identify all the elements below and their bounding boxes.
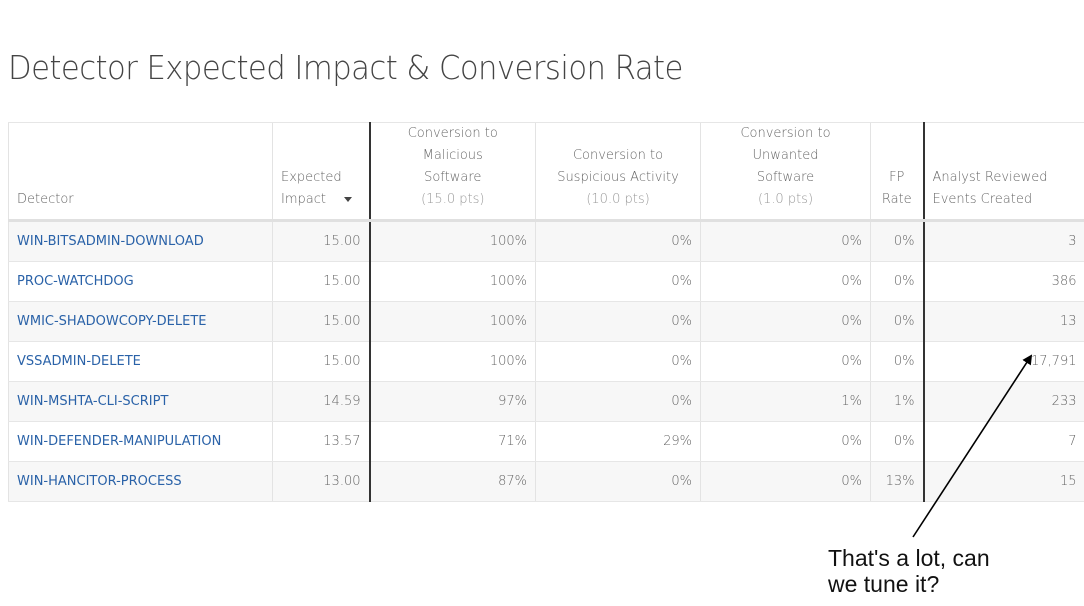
detector-link[interactable]: VSSADMIN-DELETE: [17, 354, 141, 369]
table-header-row: Detector Expected Impact Conversion to M…: [8, 122, 1084, 222]
cell-expected-impact: 13.00: [272, 461, 370, 502]
cell-conversion-unwanted: 1%: [700, 381, 871, 422]
cell-conversion-unwanted: 0%: [700, 261, 871, 302]
cell-detector-name[interactable]: WIN-BITSADMIN-DOWNLOAD: [8, 220, 273, 262]
cell-conversion-malicious: 97%: [368, 381, 536, 422]
column-header-conversion-suspicious[interactable]: Conversion to Suspicious Activity (10.0 …: [535, 122, 701, 222]
cell-conversion-suspicious: 0%: [535, 301, 701, 342]
cell-expected-impact: 15.00: [272, 220, 370, 262]
cell-detector-name[interactable]: WIN-MSHTA-CLI-SCRIPT: [8, 381, 273, 422]
cell-fp-rate: 1%: [870, 381, 924, 422]
detector-link[interactable]: WIN-MSHTA-CLI-SCRIPT: [17, 394, 169, 409]
column-header-expected-impact[interactable]: Expected Impact: [272, 122, 370, 222]
detector-link[interactable]: PROC-WATCHDOG: [17, 274, 134, 289]
cell-detector-name[interactable]: WMIC-SHADOWCOPY-DELETE: [8, 301, 273, 342]
cell-fp-rate: 0%: [870, 421, 924, 462]
column-header-analyst-reviewed-events[interactable]: Analyst Reviewed Events Created: [922, 122, 1084, 222]
cell-fp-rate: 0%: [870, 301, 924, 342]
detector-link[interactable]: WIN-DEFENDER-MANIPULATION: [17, 434, 222, 449]
cell-expected-impact: 13.57: [272, 421, 370, 462]
cell-analyst-reviewed-events: 15: [922, 461, 1084, 502]
column-header-fp-rate[interactable]: FP Rate: [870, 122, 924, 222]
detector-link[interactable]: WIN-BITSADMIN-DOWNLOAD: [17, 234, 204, 249]
cell-expected-impact: 14.59: [272, 381, 370, 422]
cell-conversion-suspicious: 0%: [535, 261, 701, 302]
detector-link[interactable]: WIN-HANCITOR-PROCESS: [17, 474, 182, 489]
cell-analyst-reviewed-events: 3: [922, 220, 1084, 262]
cell-conversion-unwanted: 0%: [700, 461, 871, 502]
column-header-conversion-malicious[interactable]: Conversion to Malicious Software (15.0 p…: [368, 122, 536, 222]
detector-table: Detector Expected Impact Conversion to M…: [8, 122, 1084, 502]
table-body: WIN-BITSADMIN-DOWNLOAD 15.00 100% 0% 0% 0% 3 PR…: [8, 220, 1084, 502]
cell-conversion-malicious: 87%: [368, 461, 536, 502]
cell-conversion-suspicious: 0%: [535, 381, 701, 422]
cell-conversion-malicious: 100%: [368, 220, 536, 262]
cell-detector-name[interactable]: VSSADMIN-DELETE: [8, 341, 273, 382]
cell-fp-rate: 0%: [870, 261, 924, 302]
table-row[interactable]: WMIC-SHADOWCOPY-DELETE 15.00 100% 0% 0% 0% 13: [8, 301, 1084, 342]
table-row[interactable]: VSSADMIN-DELETE 15.00 100% 0% 0% 0% 17,791: [8, 341, 1084, 382]
cell-detector-name[interactable]: WIN-DEFENDER-MANIPULATION: [8, 421, 273, 462]
cell-expected-impact: 15.00: [272, 261, 370, 302]
cell-conversion-unwanted: 0%: [700, 341, 871, 382]
cell-conversion-unwanted: 0%: [700, 220, 871, 262]
page-title: Detector Expected Impact & Conversion Ra…: [8, 48, 683, 87]
cell-conversion-malicious: 100%: [368, 301, 536, 342]
cell-analyst-reviewed-events: 7: [922, 421, 1084, 462]
cell-conversion-unwanted: 0%: [700, 301, 871, 342]
cell-expected-impact: 15.00: [272, 341, 370, 382]
cell-fp-rate: 0%: [870, 220, 924, 262]
table-row[interactable]: WIN-MSHTA-CLI-SCRIPT 14.59 97% 0% 1% 1% 233: [8, 381, 1084, 422]
cell-conversion-suspicious: 0%: [535, 461, 701, 502]
cell-analyst-reviewed-events: 13: [922, 301, 1084, 342]
column-header-conversion-unwanted[interactable]: Conversion to Unwanted Software (1.0 pts…: [700, 122, 871, 222]
cell-conversion-malicious: 71%: [368, 421, 536, 462]
detector-link[interactable]: WMIC-SHADOWCOPY-DELETE: [17, 314, 207, 329]
annotation-note: That's a lot, can we tune it?: [828, 545, 990, 597]
cell-conversion-malicious: 100%: [368, 261, 536, 302]
cell-expected-impact: 15.00: [272, 301, 370, 342]
cell-conversion-unwanted: 0%: [700, 421, 871, 462]
cell-fp-rate: 13%: [870, 461, 924, 502]
cell-detector-name[interactable]: PROC-WATCHDOG: [8, 261, 273, 302]
column-header-detector[interactable]: Detector: [8, 122, 273, 222]
cell-detector-name[interactable]: WIN-HANCITOR-PROCESS: [8, 461, 273, 502]
table-row[interactable]: WIN-HANCITOR-PROCESS 13.00 87% 0% 0% 13% 15: [8, 461, 1084, 502]
sort-descending-icon[interactable]: [343, 197, 352, 202]
table-row[interactable]: WIN-DEFENDER-MANIPULATION 13.57 71% 29% 0% 0%…: [8, 421, 1084, 462]
cell-conversion-suspicious: 0%: [535, 220, 701, 262]
table-row[interactable]: WIN-BITSADMIN-DOWNLOAD 15.00 100% 0% 0% 0% 3: [8, 220, 1084, 262]
detector-table-container: Detector Expected Impact Conversion to M…: [8, 122, 1084, 502]
cell-analyst-reviewed-events: 17,791: [922, 341, 1084, 382]
cell-conversion-suspicious: 29%: [535, 421, 701, 462]
cell-fp-rate: 0%: [870, 341, 924, 382]
cell-analyst-reviewed-events: 386: [922, 261, 1084, 302]
cell-conversion-malicious: 100%: [368, 341, 536, 382]
cell-analyst-reviewed-events: 233: [922, 381, 1084, 422]
cell-conversion-suspicious: 0%: [535, 341, 701, 382]
table-row[interactable]: PROC-WATCHDOG 15.00 100% 0% 0% 0% 386: [8, 261, 1084, 302]
